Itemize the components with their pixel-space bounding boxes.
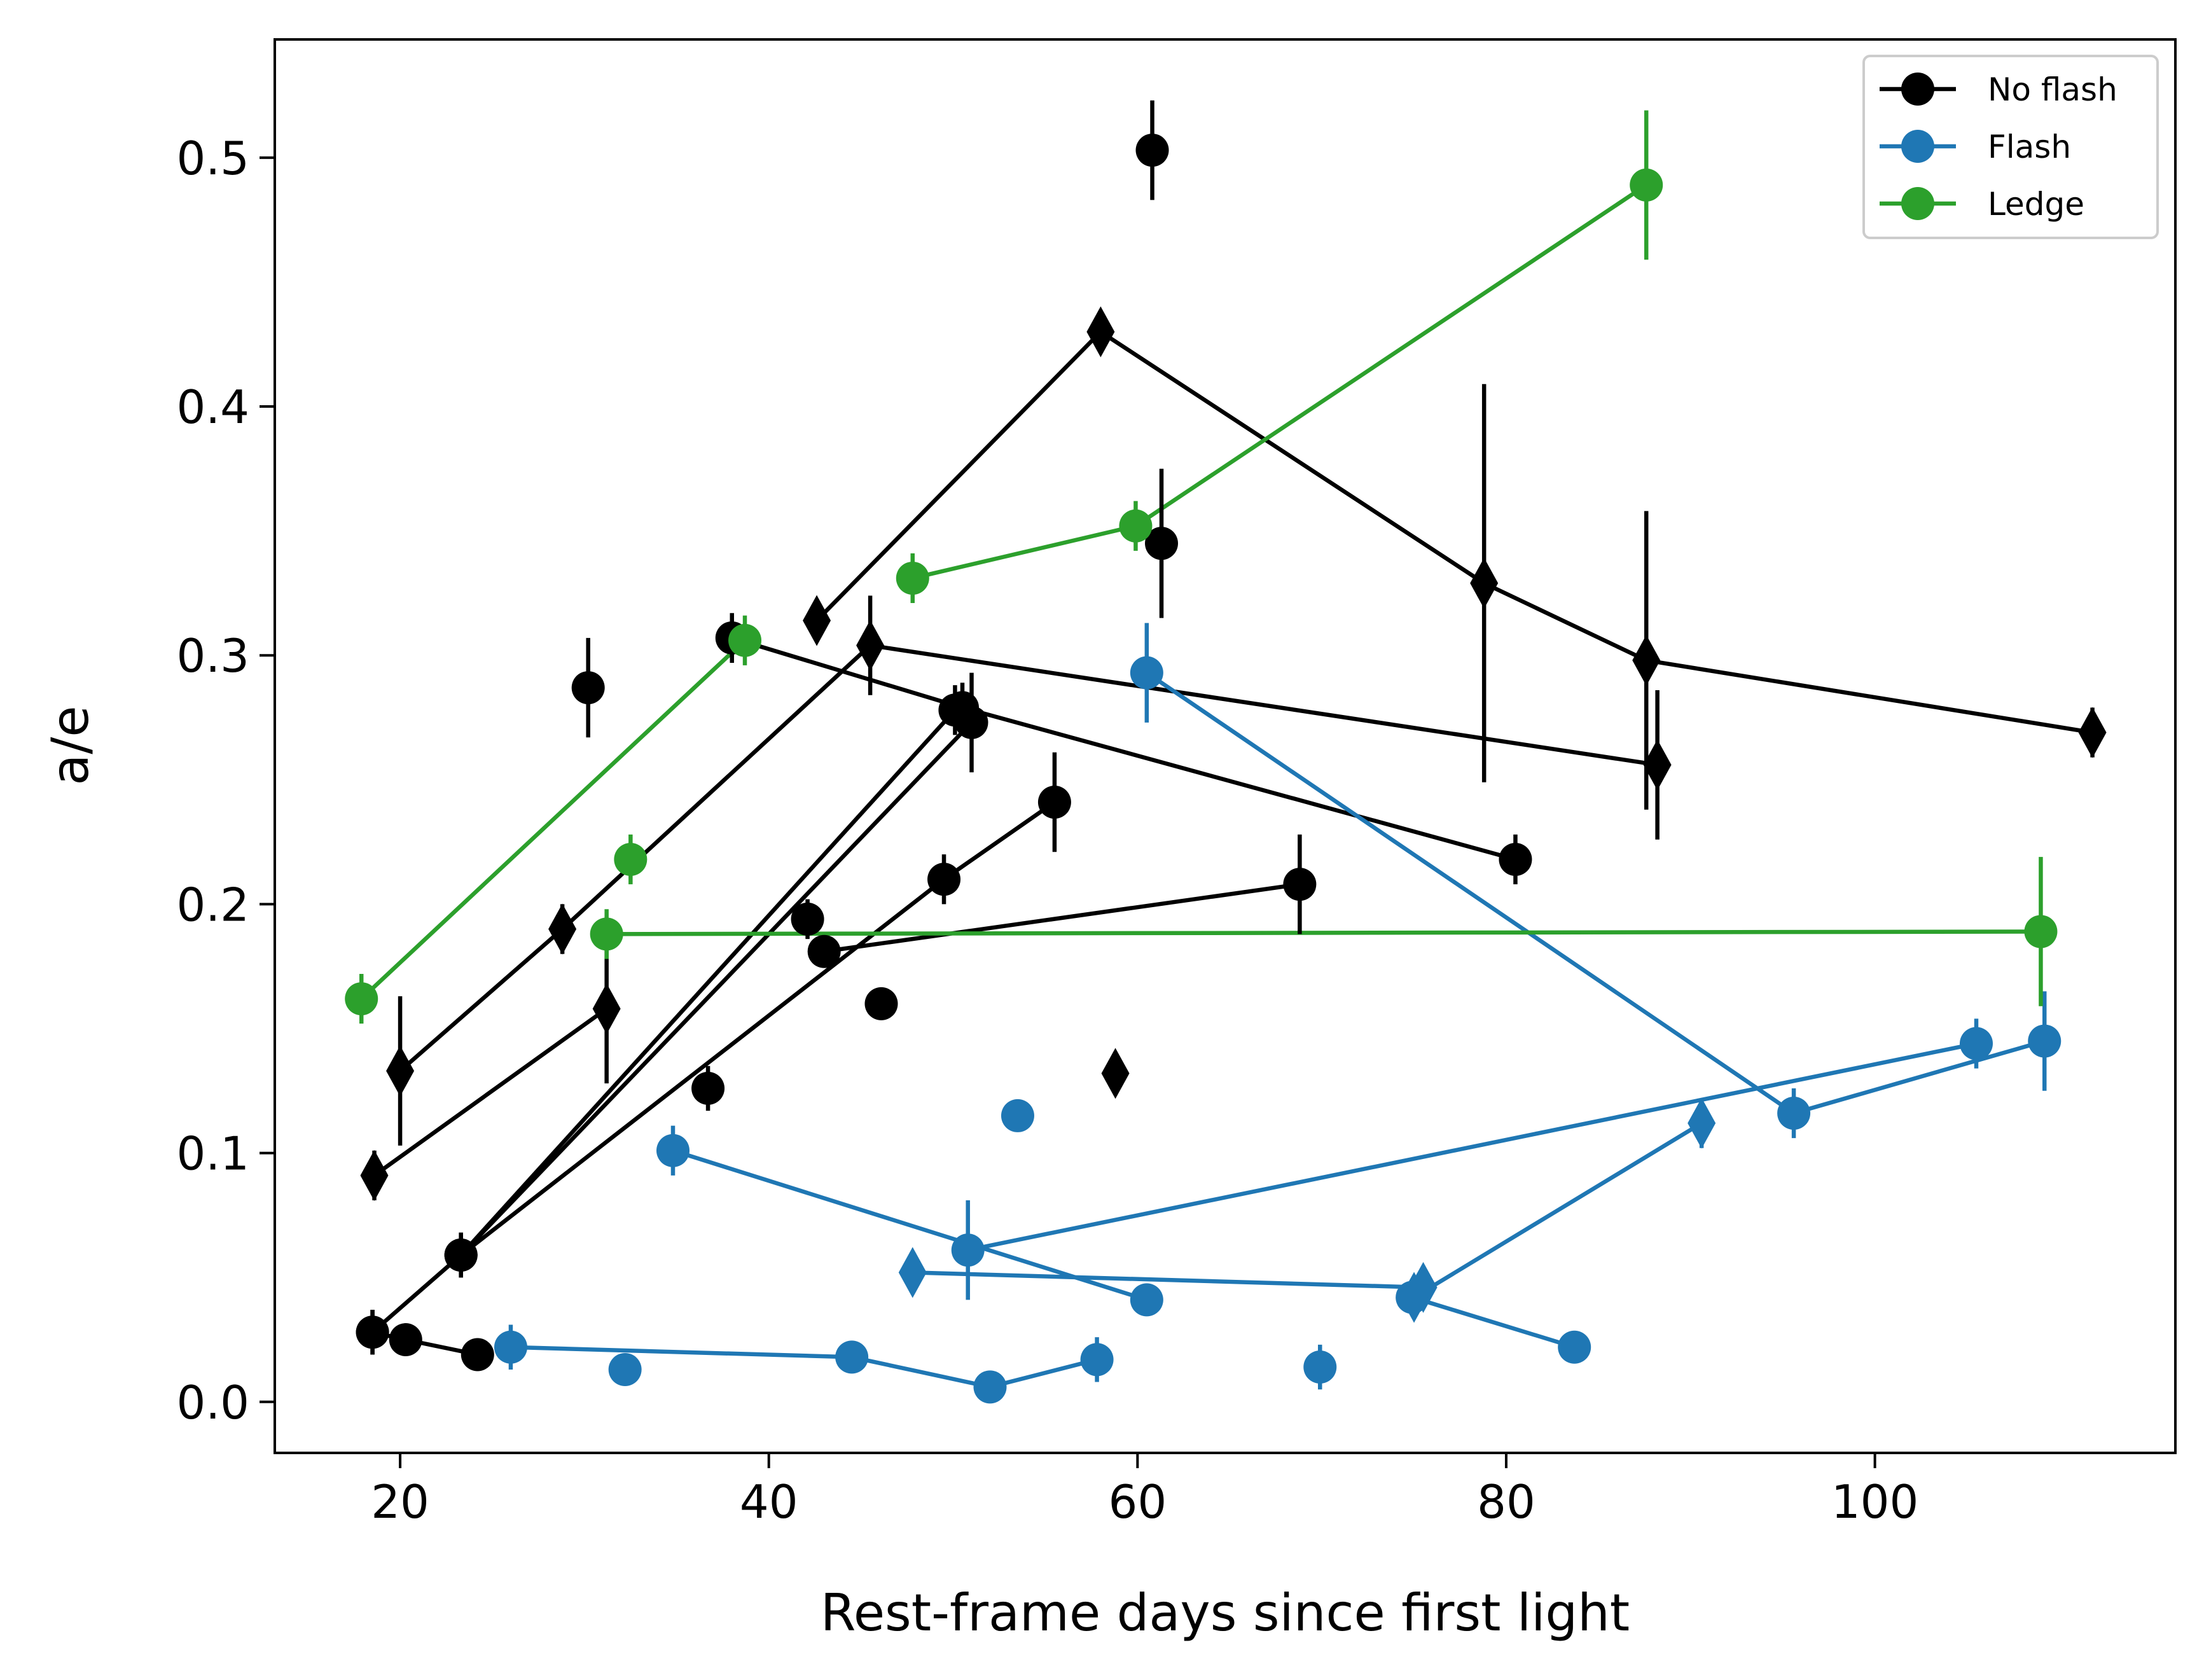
data-point <box>494 1330 527 1364</box>
data-point-diamond <box>1470 557 1499 609</box>
y-tick-label: 0.4 <box>176 380 249 434</box>
data-point <box>791 902 824 936</box>
series-line <box>373 1007 608 1177</box>
series-line <box>1411 1295 1576 1349</box>
y-tick-label: 0.1 <box>176 1127 249 1181</box>
data-layer <box>345 100 2107 1404</box>
data-point-diamond <box>548 903 577 955</box>
data-point <box>1630 168 1663 202</box>
data-point <box>1558 1330 1591 1364</box>
data-point <box>864 987 898 1020</box>
legend-marker <box>1901 187 1934 220</box>
data-point <box>927 863 961 896</box>
data-point <box>835 1340 869 1374</box>
data-point <box>951 1233 985 1267</box>
data-point <box>1499 842 1532 876</box>
x-tick-label: 40 <box>740 1475 798 1529</box>
data-point <box>656 1134 690 1167</box>
data-point <box>461 1338 494 1371</box>
x-tick-label: 60 <box>1109 1475 1167 1529</box>
y-tick-label: 0.3 <box>176 629 249 683</box>
legend-marker <box>1901 73 1934 106</box>
data-point <box>728 623 762 657</box>
data-point <box>1135 134 1169 167</box>
series-line <box>824 882 1300 954</box>
data-point <box>389 1323 422 1357</box>
y-tick-label: 0.0 <box>176 1376 249 1429</box>
series-line <box>606 929 2041 936</box>
data-point <box>946 691 980 725</box>
data-point-diamond <box>360 1149 389 1201</box>
data-point <box>691 1071 725 1105</box>
y-axis: 0.0 0.1 0.2 0.3 0.4 0.5 <box>176 132 275 1429</box>
data-point-diamond <box>1632 635 1661 686</box>
series-line <box>459 721 973 1257</box>
data-point <box>1777 1097 1811 1130</box>
data-point <box>608 1352 642 1386</box>
series-line <box>359 639 747 1001</box>
data-point-diamond <box>803 595 831 646</box>
legend-label: No flash <box>1988 71 2117 108</box>
data-point <box>444 1238 478 1272</box>
series-line <box>967 1041 1977 1253</box>
y-tick-label: 0.5 <box>176 132 249 185</box>
x-tick-label: 100 <box>1831 1475 1918 1529</box>
data-point <box>1037 786 1071 819</box>
data-point <box>590 917 623 951</box>
y-axis-label: a/e <box>41 705 100 785</box>
data-point <box>356 1316 389 1349</box>
data-point-diamond <box>1086 306 1115 358</box>
data-point <box>896 561 929 595</box>
data-point <box>345 982 378 1016</box>
series-line <box>398 643 1658 1073</box>
legend-label: Ledge <box>1988 186 2084 223</box>
data-point-diamond <box>898 1247 927 1298</box>
data-point <box>1080 1343 1114 1377</box>
data-point-diamond <box>592 983 621 1034</box>
data-point-diamond <box>1400 1272 1429 1323</box>
data-point <box>1959 1027 1993 1060</box>
data-point-diamond <box>1688 1097 1716 1149</box>
data-point-diamond <box>1101 1048 1130 1099</box>
plot-frame <box>274 38 2177 1454</box>
data-point <box>614 842 648 876</box>
x-axis-label: Rest-frame days since first light <box>821 1583 1630 1642</box>
x-axis: 20 40 60 80 100 <box>371 1453 1918 1529</box>
series-line <box>912 1270 1424 1290</box>
data-point <box>1130 1283 1163 1317</box>
data-point <box>1001 1099 1034 1132</box>
data-point-diamond <box>2078 707 2107 758</box>
legend-box <box>1862 55 2159 239</box>
legend-label: Flash <box>1988 128 2071 165</box>
y-tick-label: 0.2 <box>176 878 249 931</box>
data-point-diamond <box>856 620 885 671</box>
legend: No flash Flash Ledge <box>1862 55 2159 239</box>
data-point <box>571 671 605 705</box>
data-point <box>973 1370 1007 1404</box>
data-point <box>1283 868 1317 901</box>
data-point <box>1119 509 1153 543</box>
data-point-diamond <box>386 1045 415 1097</box>
series-line <box>510 1345 1098 1389</box>
data-point <box>2024 915 2058 948</box>
series-line <box>1413 1121 1703 1300</box>
data-point <box>1303 1350 1337 1384</box>
data-point <box>807 934 841 968</box>
data-point <box>1130 656 1163 690</box>
data-point <box>1145 527 1179 560</box>
data-point <box>2028 1024 2062 1058</box>
data-point-diamond <box>1643 739 1672 791</box>
x-tick-label: 20 <box>371 1475 429 1529</box>
x-tick-label: 80 <box>1477 1475 1535 1529</box>
legend-marker <box>1901 130 1934 163</box>
